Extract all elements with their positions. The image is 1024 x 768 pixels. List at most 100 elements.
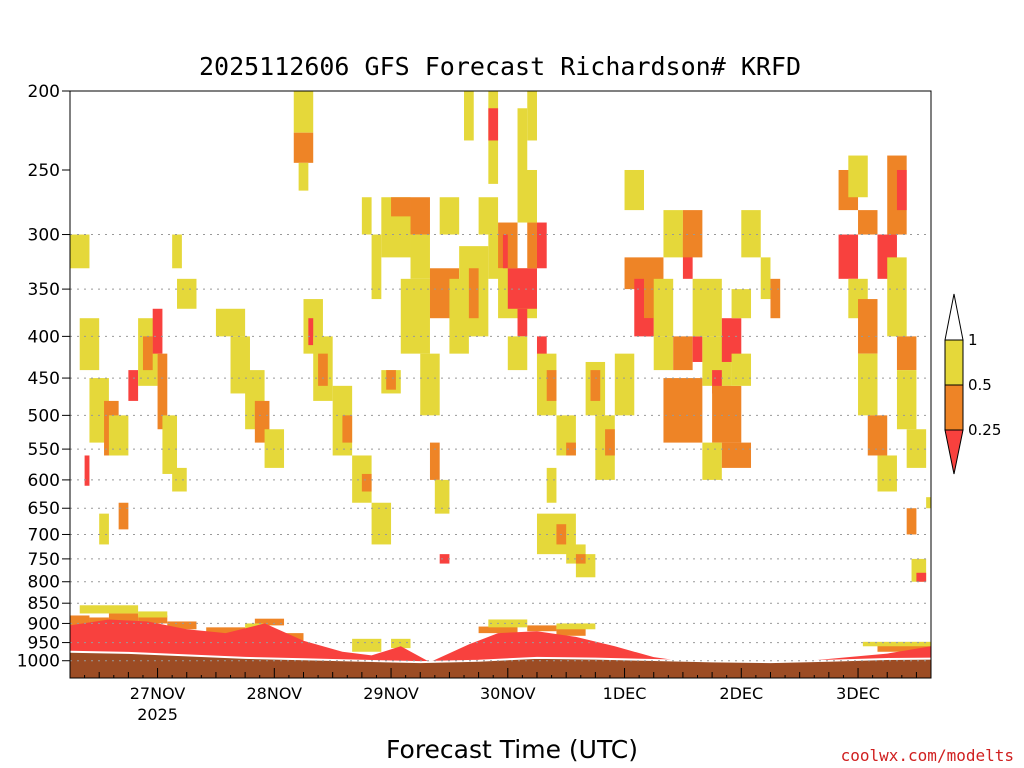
y-tick-label-300: 300 <box>28 226 60 246</box>
ri-cell-116 <box>692 336 703 362</box>
x-tick-label-29NOV: 29NOV <box>363 684 419 703</box>
plot-frame <box>69 90 932 679</box>
legend-high <box>944 339 964 386</box>
ri-cell-111 <box>653 336 674 371</box>
ri-cell-57 <box>391 197 411 217</box>
cells-layer <box>70 91 931 652</box>
y-tick-label-600: 600 <box>28 471 60 491</box>
ri-cell-19 <box>862 641 931 647</box>
ri-cell-16 <box>391 638 411 649</box>
ri-cell-35 <box>177 278 197 309</box>
ri-cell-85 <box>517 108 528 170</box>
ri-cell-71 <box>464 91 474 141</box>
ri-cell-54 <box>361 197 372 235</box>
ri-cell-147 <box>916 572 927 582</box>
ri-cell-109 <box>653 278 674 337</box>
y-tick-label-250: 250 <box>28 161 60 181</box>
ri-cell-31 <box>152 308 163 354</box>
ri-cell-12 <box>79 605 139 614</box>
y-tick-label-850: 850 <box>28 594 60 614</box>
ri-cell-4 <box>167 621 197 630</box>
y-tick-label-750: 750 <box>28 550 60 570</box>
ri-cell-130 <box>848 155 868 198</box>
legend-label-1: 1 <box>968 331 978 349</box>
ri-cell-36 <box>172 234 182 269</box>
ri-cell-140 <box>896 169 907 211</box>
ri-cell-127 <box>770 278 781 319</box>
ri-cell-55 <box>371 234 382 300</box>
ri-cell-102 <box>605 429 615 456</box>
ri-cell-124 <box>731 353 752 386</box>
ri-cell-42 <box>293 91 314 133</box>
y-tick-label-450: 450 <box>28 369 60 389</box>
legend: 1 0.5 0.25 <box>944 293 1001 475</box>
ri-cell-98 <box>575 554 586 564</box>
ri-cell-63 <box>420 353 440 416</box>
ri-cell-10 <box>556 628 586 636</box>
ri-cell-88 <box>536 336 547 371</box>
chart-title: 2025112606 GFS Forecast Richardson# KRFD <box>199 52 801 81</box>
ri-cell-25 <box>84 455 90 486</box>
ri-cell-41 <box>264 429 285 468</box>
ri-cell-75 <box>488 108 499 141</box>
y-axis: 200 250 300 350 400 450 500 550 600 650 700 750 8008… <box>17 82 70 672</box>
ri-cell-81 <box>517 308 528 337</box>
ri-cell-131 <box>858 210 878 235</box>
ri-cell-59 <box>386 370 396 390</box>
ri-cell-134 <box>858 299 878 354</box>
ri-cell-28 <box>128 370 139 401</box>
ri-cell-61 <box>410 197 430 235</box>
ri-cell-44 <box>298 162 309 191</box>
ri-cell-143 <box>896 370 917 430</box>
ri-cell-119 <box>712 370 722 394</box>
ri-cell-142 <box>896 336 917 371</box>
ri-cell-11 <box>877 644 931 652</box>
y-tick-label-550: 550 <box>28 440 60 460</box>
ri-cell-3 <box>138 615 168 624</box>
ri-cell-24 <box>108 415 129 456</box>
x-tick-label-28NOV: 28NOV <box>247 684 303 703</box>
boundary-layer-fill <box>70 619 931 663</box>
ri-cell-148 <box>926 497 931 509</box>
ri-cell-128 <box>731 289 752 319</box>
legend-above-1 <box>944 293 964 341</box>
ri-cell-43 <box>293 132 314 163</box>
x-tick-label-30NOV: 30NOV <box>480 684 536 703</box>
ri-cell-123 <box>721 442 752 468</box>
ri-cell-87 <box>527 91 537 141</box>
ri-cell-9 <box>527 625 557 632</box>
x-tick-sublabel: 2025 <box>137 705 178 724</box>
y-tick-label-350: 350 <box>28 280 60 300</box>
y-tick-label-500: 500 <box>28 406 60 426</box>
ri-cell-50 <box>342 415 353 443</box>
ri-cell-33 <box>162 415 178 474</box>
ri-cell-82 <box>527 222 537 269</box>
ri-cell-60 <box>400 278 430 354</box>
ri-cell-65 <box>434 479 450 514</box>
ri-cell-86 <box>517 169 537 223</box>
legend-label-0.25: 0.25 <box>968 421 1001 439</box>
legend-mid <box>944 384 964 431</box>
credit-link[interactable]: coolwx.com/modelts <box>841 746 1014 765</box>
ri-cell-32 <box>157 353 168 430</box>
ri-cell-64 <box>429 442 440 480</box>
ri-cell-100 <box>590 370 601 401</box>
ri-cell-103 <box>614 353 635 416</box>
ri-cell-90 <box>546 370 557 401</box>
ri-cell-125 <box>741 210 761 258</box>
ri-cell-122 <box>702 442 722 480</box>
ri-cell-6 <box>254 618 285 626</box>
ri-cell-62 <box>410 234 430 279</box>
ri-cell-136 <box>867 415 888 456</box>
ri-cell-80 <box>507 268 537 309</box>
ri-cell-17 <box>488 619 528 628</box>
ri-cell-114 <box>682 210 703 258</box>
ri-cell-68 <box>439 197 460 235</box>
ri-cell-112 <box>663 378 703 443</box>
ri-cell-137 <box>877 455 897 492</box>
ri-cell-48 <box>318 353 328 386</box>
ri-cell-66 <box>439 554 450 564</box>
ri-cell-5 <box>206 627 246 635</box>
y-tick-label-200: 200 <box>28 82 60 102</box>
